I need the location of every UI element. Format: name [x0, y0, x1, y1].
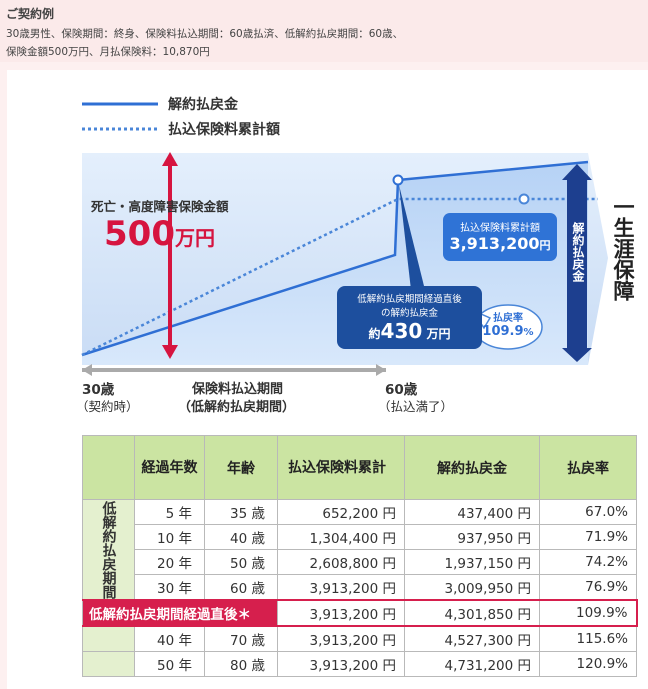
header-line-1: 30歳男性、保険期間：終身、保険料払込期間：60歳払済、低解約払戻期間：60歳、: [6, 28, 404, 40]
table-header-row: 経過年数 年齢 払込保険料累計 解約払戻金 払戻率: [82, 435, 637, 500]
refund-line: [81, 160, 589, 357]
premium-total-box: 払込保険料累計額 3,913,200円: [443, 213, 557, 261]
header-title: ご契約例: [6, 7, 55, 21]
lifetime-coverage-label: 一生涯保障: [611, 196, 635, 301]
side-refund-bar: [567, 178, 587, 350]
premium-point: [518, 193, 530, 205]
age-end-sub: （払込満了）: [378, 399, 454, 414]
age-end: 60歳: [385, 382, 418, 398]
group-label: 低解約払戻期間: [100, 500, 117, 599]
header-premium: 払込保険料累計: [277, 435, 405, 500]
header-line-2: 保険金額500万円、月払保険料：10,870円: [6, 46, 210, 58]
table-row: 40 年 70 歳 3,913,200 円 4,527,300 円 115.6%: [82, 625, 637, 652]
death-benefit-amount: 500万円: [104, 214, 215, 254]
refund-after-period-box: 低解約払戻期間経過直後 の解約払戻金 約430 万円: [337, 286, 482, 349]
period-label-2: （低解約払戻期間）: [178, 400, 296, 415]
legend-solid-label: 解約払戻金: [168, 97, 238, 113]
highlight-label: 低解約払戻期間経過直後＊: [82, 599, 278, 627]
header-rate: 払戻率: [539, 435, 637, 500]
group-label-cell: 低解約払戻期間: [82, 499, 135, 601]
contract-example-header: ご契約例 30歳男性、保険期間：終身、保険料払込期間：60歳払済、低解約払戻期間…: [0, 0, 648, 62]
table-row: 低解約払戻期間 5 年 35 歳 652,200 円 437,400 円 67.…: [82, 499, 637, 601]
rate-callout: 払戻率 109.9%: [482, 313, 534, 339]
refund-jump-point: [392, 174, 404, 186]
table-row: 10 年 40 歳 1,304,400 円 937,950 円 71.9%: [83, 524, 637, 550]
period-label-1: 保険料払込期間: [192, 382, 284, 397]
death-benefit-label: 死亡・高度障害保険金額: [91, 199, 229, 214]
highlight-row: 低解約払戻期間経過直後＊ 3,913,200 円 4,301,850 円 109…: [82, 599, 638, 627]
table-row: 20 年 50 歳 2,608,800 円 1,937,150 円 74.2%: [83, 549, 637, 575]
age-start-sub: （契約時）: [76, 399, 139, 414]
table-row: 30 年 60 歳 3,913,200 円 3,009,950 円 76.9%: [83, 574, 637, 601]
age-start: 30歳: [82, 382, 115, 398]
header-refund: 解約払戻金: [404, 435, 540, 500]
table-row: 50 年 80 歳 3,913,200 円 4,731,200 円 120.9%: [82, 651, 637, 677]
side-bar-label: 解約払戻金: [571, 222, 585, 282]
header-years: 経過年数: [134, 435, 205, 500]
refund-table: 経過年数 年齢 払込保険料累計 解約払戻金 払戻率 低解約払戻期間 5 年 35…: [82, 435, 638, 677]
legend-dotted-label: 払込保険料累計額: [168, 122, 280, 138]
header-age: 年齢: [204, 435, 278, 500]
